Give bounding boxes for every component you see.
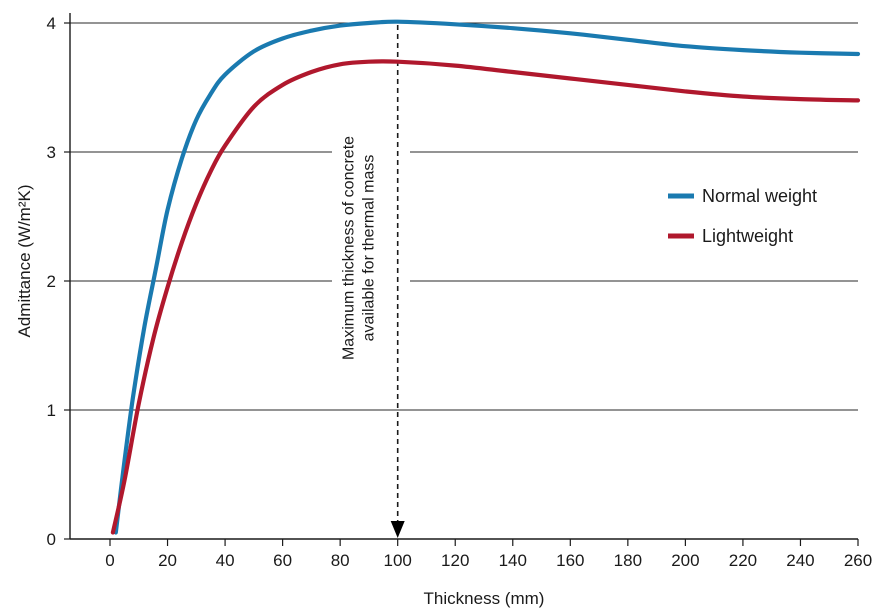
annotation-line-2: available for thermal mass bbox=[361, 155, 378, 342]
y-tick-label-1: 1 bbox=[47, 401, 56, 420]
x-tick-label-160: 160 bbox=[556, 551, 584, 570]
x-tick-label-80: 80 bbox=[331, 551, 350, 570]
max-thickness-arrowhead bbox=[390, 521, 405, 538]
series-lines bbox=[110, 19, 861, 535]
x-tick-label-200: 200 bbox=[671, 551, 699, 570]
x-tick-label-120: 120 bbox=[441, 551, 469, 570]
x-axis-title: Thickness (mm) bbox=[424, 589, 545, 608]
x-tick-label-260: 260 bbox=[844, 551, 872, 570]
legend: Normal weight Lightweight bbox=[668, 186, 817, 246]
x-tick-label-20: 20 bbox=[158, 551, 177, 570]
x-tick-label-0: 0 bbox=[105, 551, 114, 570]
x-tick-label-180: 180 bbox=[614, 551, 642, 570]
y-tick-label-0: 0 bbox=[47, 530, 56, 549]
y-tick-label-2: 2 bbox=[47, 272, 56, 291]
series-line-normal-weight bbox=[113, 19, 861, 535]
legend-label-normal-weight: Normal weight bbox=[702, 186, 817, 206]
gridlines bbox=[70, 22, 858, 411]
x-tick-label-220: 220 bbox=[729, 551, 757, 570]
annotation-line-1: Maximum thickness of concrete bbox=[341, 136, 358, 360]
y-tick-label-3: 3 bbox=[47, 143, 56, 162]
y-tick-label-4: 4 bbox=[47, 14, 56, 33]
legend-label-lightweight: Lightweight bbox=[702, 226, 793, 246]
x-tick-label-40: 40 bbox=[216, 551, 235, 570]
x-tick-label-60: 60 bbox=[273, 551, 292, 570]
x-tick-label-240: 240 bbox=[786, 551, 814, 570]
x-tick-label-140: 140 bbox=[499, 551, 527, 570]
x-tick-label-100: 100 bbox=[384, 551, 412, 570]
annotation: Maximum thickness of concrete available … bbox=[341, 25, 405, 538]
series-line-lightweight bbox=[110, 59, 861, 535]
y-axis-title: Admittance (W/m²K) bbox=[15, 184, 34, 337]
axes bbox=[64, 13, 859, 546]
